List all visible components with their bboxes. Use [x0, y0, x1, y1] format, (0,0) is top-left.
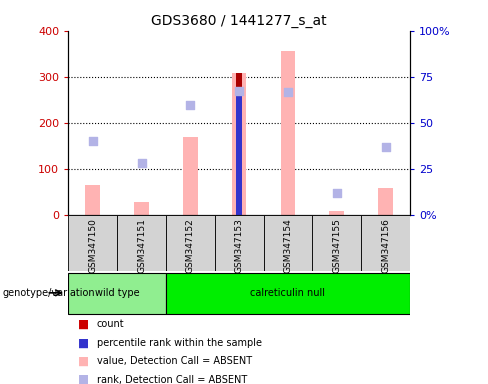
FancyBboxPatch shape — [312, 215, 361, 271]
Point — [89, 138, 97, 144]
Point — [284, 88, 292, 94]
Point — [333, 190, 341, 196]
Text: ■: ■ — [78, 336, 89, 349]
Text: ■: ■ — [78, 318, 89, 331]
Text: GSM347150: GSM347150 — [88, 218, 97, 273]
Text: ■: ■ — [78, 373, 89, 384]
Text: percentile rank within the sample: percentile rank within the sample — [97, 338, 262, 348]
FancyBboxPatch shape — [264, 215, 312, 271]
Bar — [183, 137, 198, 215]
Bar — [85, 185, 100, 215]
Text: genotype/variation: genotype/variation — [2, 288, 95, 298]
FancyBboxPatch shape — [68, 273, 166, 314]
Bar — [281, 51, 295, 215]
Bar — [329, 211, 344, 215]
Bar — [378, 188, 393, 215]
Text: wild type: wild type — [95, 288, 140, 298]
Bar — [134, 202, 149, 215]
FancyBboxPatch shape — [117, 215, 166, 271]
Text: GSM347156: GSM347156 — [381, 218, 390, 273]
FancyBboxPatch shape — [166, 215, 215, 271]
Bar — [236, 91, 242, 215]
Text: ■: ■ — [78, 355, 89, 368]
Point — [138, 160, 145, 166]
Point — [382, 144, 389, 150]
Text: calreticulin null: calreticulin null — [250, 288, 325, 298]
Text: value, Detection Call = ABSENT: value, Detection Call = ABSENT — [97, 356, 252, 366]
FancyBboxPatch shape — [166, 273, 410, 314]
FancyBboxPatch shape — [215, 215, 264, 271]
Text: count: count — [97, 319, 124, 329]
Text: GSM347151: GSM347151 — [137, 218, 146, 273]
Text: GSM347155: GSM347155 — [332, 218, 341, 273]
Text: rank, Detection Call = ABSENT: rank, Detection Call = ABSENT — [97, 375, 247, 384]
Title: GDS3680 / 1441277_s_at: GDS3680 / 1441277_s_at — [151, 14, 327, 28]
Text: GSM347153: GSM347153 — [235, 218, 244, 273]
Point — [235, 88, 243, 94]
Text: GSM347152: GSM347152 — [186, 218, 195, 273]
FancyBboxPatch shape — [361, 215, 410, 271]
Point — [186, 102, 194, 108]
Text: GSM347154: GSM347154 — [284, 218, 292, 273]
Bar — [236, 73, 242, 215]
Bar — [232, 73, 246, 215]
FancyBboxPatch shape — [68, 215, 117, 271]
